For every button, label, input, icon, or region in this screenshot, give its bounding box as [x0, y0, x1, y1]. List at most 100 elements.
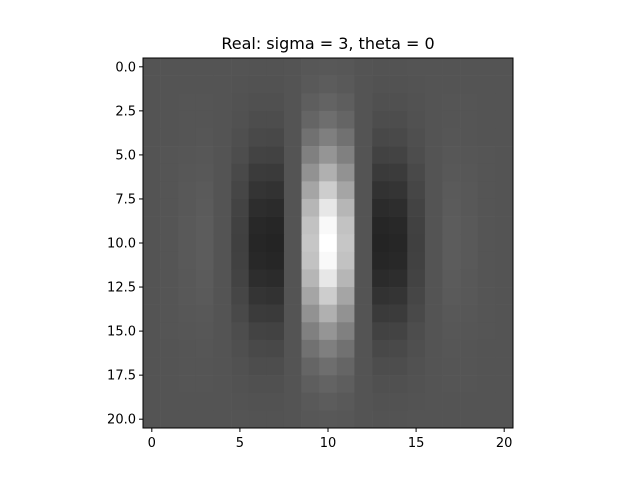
heatmap-cell	[283, 146, 302, 165]
heatmap-cell	[372, 251, 390, 270]
y-tick-label: 2.5	[115, 104, 136, 119]
heatmap-cell	[495, 251, 514, 270]
heatmap-cell	[336, 234, 355, 253]
heatmap-cell	[301, 93, 320, 112]
heatmap-cell	[266, 375, 285, 394]
heatmap-cell	[354, 375, 373, 394]
heatmap-cell	[477, 410, 496, 429]
heatmap-cell	[407, 322, 426, 341]
heatmap-cell	[178, 163, 197, 182]
heatmap-cell	[231, 58, 250, 76]
heatmap-cell	[266, 216, 285, 235]
heatmap-cell	[372, 181, 390, 200]
heatmap-cell	[178, 75, 197, 94]
heatmap-cell	[143, 322, 161, 341]
heatmap-cell	[477, 375, 496, 394]
heatmap-cell	[178, 375, 197, 394]
heatmap-cell	[460, 339, 479, 358]
heatmap-cell	[301, 128, 320, 147]
heatmap-cell	[248, 304, 267, 323]
heatmap-cell	[319, 322, 338, 341]
y-tick-label: 15.0	[107, 325, 136, 340]
heatmap-cell	[178, 93, 197, 112]
heatmap-cell	[372, 110, 390, 129]
heatmap-cell	[336, 375, 355, 394]
heatmap-cell	[283, 75, 302, 94]
heatmap-cell	[283, 269, 302, 288]
heatmap-cell	[354, 58, 373, 76]
heatmap-cell	[389, 146, 408, 165]
heatmap-cell	[407, 269, 426, 288]
heatmap-cell	[160, 163, 179, 182]
heatmap-cell	[424, 93, 443, 112]
heatmap-cell	[389, 410, 408, 429]
heatmap-cell	[248, 410, 267, 429]
heatmap-cell	[354, 251, 373, 270]
heatmap-cell	[301, 339, 320, 358]
heatmap-cell	[354, 287, 373, 305]
heatmap-cell	[195, 75, 214, 94]
heatmap-cell	[195, 146, 214, 165]
heatmap-cell	[195, 216, 214, 235]
heatmap-cell	[283, 287, 302, 305]
heatmap-cell	[266, 110, 285, 129]
y-tick-label: 5.0	[115, 148, 136, 163]
heatmap-cell	[195, 269, 214, 288]
heatmap-cell	[407, 75, 426, 94]
heatmap-cell	[266, 181, 285, 200]
heatmap-cell	[195, 198, 214, 217]
heatmap-cell	[460, 163, 479, 182]
heatmap-cell	[354, 75, 373, 94]
y-tick-label: 17.5	[107, 369, 136, 384]
heatmap-cell	[336, 410, 355, 429]
heatmap-cell	[477, 304, 496, 323]
heatmap-cell	[319, 287, 338, 305]
heatmap-cell	[248, 251, 267, 270]
heatmap-cell	[477, 163, 496, 182]
heatmap-cell	[336, 287, 355, 305]
heatmap-cell	[424, 304, 443, 323]
heatmap-cell	[231, 322, 250, 341]
heatmap-cell	[319, 181, 338, 200]
heatmap-cell	[213, 128, 232, 147]
heatmap-cell	[389, 287, 408, 305]
heatmap-cell	[495, 339, 514, 358]
heatmap-cell	[460, 287, 479, 305]
heatmap-cell	[407, 93, 426, 112]
y-tick-label: 7.5	[115, 192, 136, 207]
x-tick-label: 5	[236, 436, 244, 451]
heatmap-cell	[231, 110, 250, 129]
heatmap-cell	[231, 146, 250, 165]
heatmap-cell	[460, 269, 479, 288]
heatmap-cell	[195, 58, 214, 76]
heatmap-cell	[301, 110, 320, 129]
heatmap-cell	[495, 322, 514, 341]
heatmap-cell	[266, 251, 285, 270]
heatmap-cell	[160, 93, 179, 112]
heatmap-cell	[248, 58, 267, 76]
heatmap-cell	[195, 375, 214, 394]
heatmap-cell	[424, 75, 443, 94]
heatmap-cell	[301, 392, 320, 411]
heatmap-cell	[354, 163, 373, 182]
heatmap-cell	[407, 304, 426, 323]
heatmap-cell	[336, 357, 355, 376]
heatmap-cell	[424, 251, 443, 270]
heatmap-cell	[442, 322, 461, 341]
heatmap-cell	[266, 287, 285, 305]
heatmap-cell	[407, 234, 426, 253]
heatmap-cell	[283, 392, 302, 411]
heatmap-cell	[336, 392, 355, 411]
heatmap-cell	[160, 75, 179, 94]
x-tick-label: 20	[496, 436, 513, 451]
heatmap-cell	[372, 375, 390, 394]
heatmap-cell	[389, 375, 408, 394]
heatmap-cell	[460, 110, 479, 129]
heatmap-cell	[495, 198, 514, 217]
heatmap-cell	[213, 181, 232, 200]
heatmap-cell	[213, 410, 232, 429]
heatmap-cell	[231, 163, 250, 182]
y-tick-label: 12.5	[107, 281, 136, 296]
heatmap-cell	[372, 392, 390, 411]
heatmap-cell	[319, 58, 338, 76]
